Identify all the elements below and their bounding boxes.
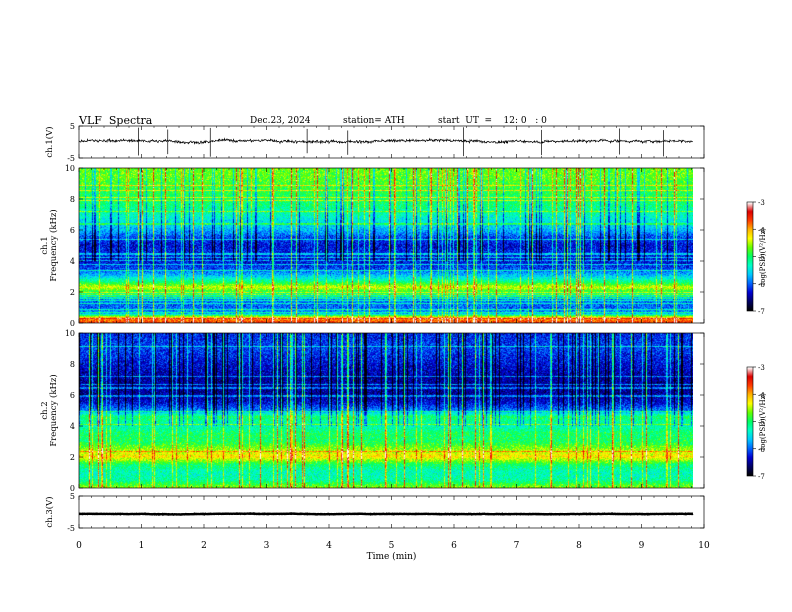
y-axis-label: Frequency (kHz) (48, 374, 59, 446)
y-tick-label: 5 (70, 122, 75, 131)
colorbar-tick-label: -6 (758, 446, 765, 454)
y-tick-label: 4 (70, 422, 75, 431)
colorbar-tick-label: -5 (758, 254, 765, 262)
colorbar-tick-label: -7 (758, 308, 765, 316)
y-tick-label: 10 (65, 164, 75, 173)
y-axis-label: ch.1(V) (44, 126, 55, 157)
y-axis-label: ch.3(V) (44, 496, 55, 527)
colorbar-label: log(PSD)(V²/Hz) (759, 228, 767, 285)
start-time-label: start UT = 12: 0 : 0 (438, 116, 547, 126)
y-tick-label: 4 (70, 257, 75, 266)
ch3-waveform-frame (78, 495, 705, 529)
y-tick-label: 2 (70, 288, 75, 297)
y-tick-label: 5 (70, 492, 75, 501)
colorbar-tick-label: -6 (758, 281, 765, 289)
y-tick-label: 8 (70, 195, 75, 204)
ch1-spectrogram-heatmap (79, 168, 693, 323)
y-tick-label: 10 (65, 329, 75, 338)
x-tick-label: 6 (451, 541, 457, 551)
y-tick-label: -5 (67, 524, 75, 533)
colorbar-tick-label: -3 (758, 364, 765, 372)
colorbar-tick-label: -5 (758, 419, 765, 427)
y-tick-label: -5 (67, 154, 75, 163)
chart-title: VLF Spectra (79, 114, 153, 127)
colorbar-tick-label: -3 (758, 199, 765, 207)
ch2-spectrogram-colorbar (747, 367, 753, 476)
y-tick-label: 2 (70, 453, 75, 462)
x-tick-label: 0 (76, 541, 82, 551)
y-axis-label: ch.1 (40, 236, 50, 254)
x-tick-label: 10 (698, 541, 710, 551)
colorbar-tick-label: -7 (758, 473, 765, 481)
y-tick-label: 0 (70, 319, 75, 328)
x-tick-label: 7 (514, 541, 520, 551)
y-axis-label: ch.2 (40, 401, 50, 419)
date-label: Dec.23, 2024 (250, 116, 311, 126)
y-tick-label: 0 (70, 484, 75, 493)
x-tick-label: 9 (639, 541, 645, 551)
y-tick-label: 6 (70, 391, 75, 400)
x-axis-label: Time (min) (367, 551, 417, 562)
x-tick-label: 3 (264, 541, 270, 551)
x-tick-label: 8 (576, 541, 582, 551)
station-label: station= ATH (343, 116, 405, 126)
ch1-spectrogram-colorbar (747, 202, 753, 311)
colorbar-tick-label: -4 (758, 226, 765, 234)
ch2-spectrogram-heatmap (79, 333, 693, 488)
colorbar-tick-label: -4 (758, 391, 765, 399)
y-axis-label: Frequency (kHz) (48, 209, 59, 281)
x-tick-label: 2 (201, 541, 207, 551)
y-tick-label: 8 (70, 360, 75, 369)
y-tick-label: 6 (70, 226, 75, 235)
x-tick-label: 5 (389, 541, 395, 551)
ch1-waveform-trace (78, 137, 694, 145)
x-tick-label: 1 (139, 541, 145, 551)
colorbar-label: log(PSD)(V²/Hz) (759, 393, 767, 450)
x-tick-label: 4 (326, 541, 332, 551)
ch3-waveform-trace (78, 512, 694, 517)
